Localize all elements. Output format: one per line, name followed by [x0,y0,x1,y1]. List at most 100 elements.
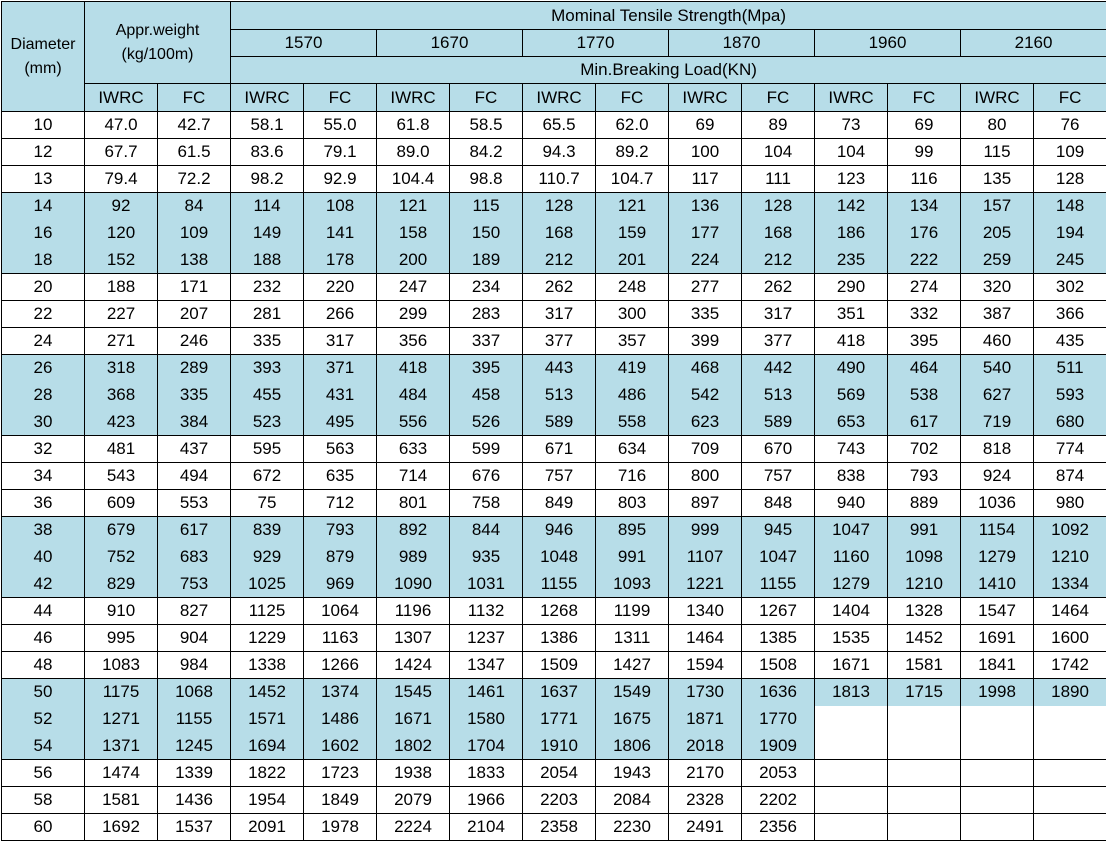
value-cell: 141 [303,219,378,247]
table-row: 16 120 109 149 141 158 150 168 159 177 168 186 176 20… [1,219,1106,247]
table-row: 18 152 138 188 178 200 189 212 201 224 212 235 222 25… [1,246,1106,274]
value-cell: 1199 [595,597,670,625]
value-cell: 995 [84,624,158,652]
value-cell: 1535 [814,624,889,652]
diameter-cell: 40 [1,543,85,571]
value-cell: 99 [887,138,962,166]
value-cell: 189 [449,246,524,274]
value-cell: 371 [303,354,378,382]
value-cell: 1704 [449,732,524,760]
diameter-cell: 42 [1,570,85,598]
value-cell: 194 [1033,219,1106,247]
table-row: 60 1692 1537 2091 1978 2224 2104 2358 2230 2491 23… [1,813,1106,841]
value-cell: 92 [84,192,158,220]
value-cell: 134 [887,192,962,220]
value-cell: 1723 [303,759,378,787]
value-cell: 92.9 [303,165,378,193]
value-cell: 1338 [230,651,305,679]
value-cell: 1890 [1033,678,1106,706]
value-cell: 248 [595,273,670,301]
value-cell: 1271 [84,705,158,733]
value-cell: 1427 [595,651,670,679]
value-cell: 274 [887,273,962,301]
value-cell: 1196 [376,597,451,625]
value-cell: 435 [1033,327,1106,355]
value-cell: 114 [230,192,305,220]
value-cell [1033,786,1106,814]
value-cell: 235 [814,246,889,274]
value-cell: 89.0 [376,138,451,166]
value-cell: 991 [595,543,670,571]
value-cell: 1047 [814,516,889,544]
value-cell: 176 [887,219,962,247]
diameter-cell: 20 [1,273,85,301]
value-cell: 1268 [522,597,597,625]
value-cell: 774 [1033,435,1106,463]
value-cell: 318 [84,354,158,382]
value-cell: 1998 [960,678,1035,706]
value-cell: 171 [156,273,232,301]
value-cell: 1770 [741,705,816,733]
value-cell: 418 [376,354,451,382]
value-cell: 205 [960,219,1035,247]
diameter-cell: 13 [1,165,85,193]
value-cell: 719 [960,408,1035,436]
table-row: 30 423 384 523 495 556 526 589 558 623 589 653 617 71… [1,408,1106,436]
value-cell: 874 [1033,462,1106,490]
value-cell: 2224 [376,813,451,841]
value-cell: 1671 [376,705,451,733]
fc-header-cell: FC [741,83,816,112]
diameter-cell: 48 [1,651,85,679]
value-cell: 1328 [887,597,962,625]
value-cell: 1742 [1033,651,1106,679]
table-row: 14 92 84 114 108 121 115 128 121 136 128 142 134 157 1… [1,192,1106,220]
iwrc-header-cell: IWRC [84,83,158,112]
value-cell: 1537 [156,813,232,841]
diameter-cell: 46 [1,624,85,652]
diameter-cell: 22 [1,300,85,328]
value-cell: 1155 [522,570,597,598]
value-cell: 157 [960,192,1035,220]
value-cell: 69 [668,111,743,139]
value-cell: 538 [887,381,962,409]
fc-header-cell: FC [1033,83,1106,112]
value-cell: 108 [303,192,378,220]
value-cell: 419 [595,354,670,382]
value-cell: 523 [230,408,305,436]
value-cell: 989 [376,543,451,571]
value-cell: 844 [449,516,524,544]
value-cell: 152 [84,246,158,274]
value-cell: 929 [230,543,305,571]
value-cell: 1730 [668,678,743,706]
value-cell: 1374 [303,678,378,706]
diameter-cell: 52 [1,705,85,733]
table-row: 58 1581 1436 1954 1849 2079 1966 2203 2084 2328 22… [1,786,1106,814]
table-row: 26 318 289 393 371 418 395 443 419 468 442 490 464 54… [1,354,1106,382]
value-cell [960,786,1035,814]
value-cell: 1943 [595,759,670,787]
diameter-cell: 58 [1,786,85,814]
value-cell: 627 [960,381,1035,409]
value-cell: 1424 [376,651,451,679]
value-cell: 300 [595,300,670,328]
value-cell [814,705,889,733]
value-cell: 302 [1033,273,1106,301]
value-cell: 634 [595,435,670,463]
value-cell: 159 [595,219,670,247]
table-row: 12 67.7 61.5 83.6 79.1 89.0 84.2 94.3 89.2 100 104… [1,138,1106,166]
value-cell: 897 [668,489,743,517]
value-cell: 384 [156,408,232,436]
table-row: 28 368 335 455 431 484 458 513 486 542 513 569 538 62… [1,381,1106,409]
value-cell: 839 [230,516,305,544]
value-cell: 2084 [595,786,670,814]
value-cell: 1410 [960,570,1035,598]
iwrc-header-cell: IWRC [814,83,889,112]
iwrc-header-cell: IWRC [960,83,1035,112]
value-cell: 1210 [887,570,962,598]
value-cell: 526 [449,408,524,436]
value-cell: 76 [1033,111,1106,139]
strength-header-cell: 1770 [522,29,670,57]
value-cell: 73 [814,111,889,139]
value-cell: 495 [303,408,378,436]
diameter-cell: 56 [1,759,85,787]
